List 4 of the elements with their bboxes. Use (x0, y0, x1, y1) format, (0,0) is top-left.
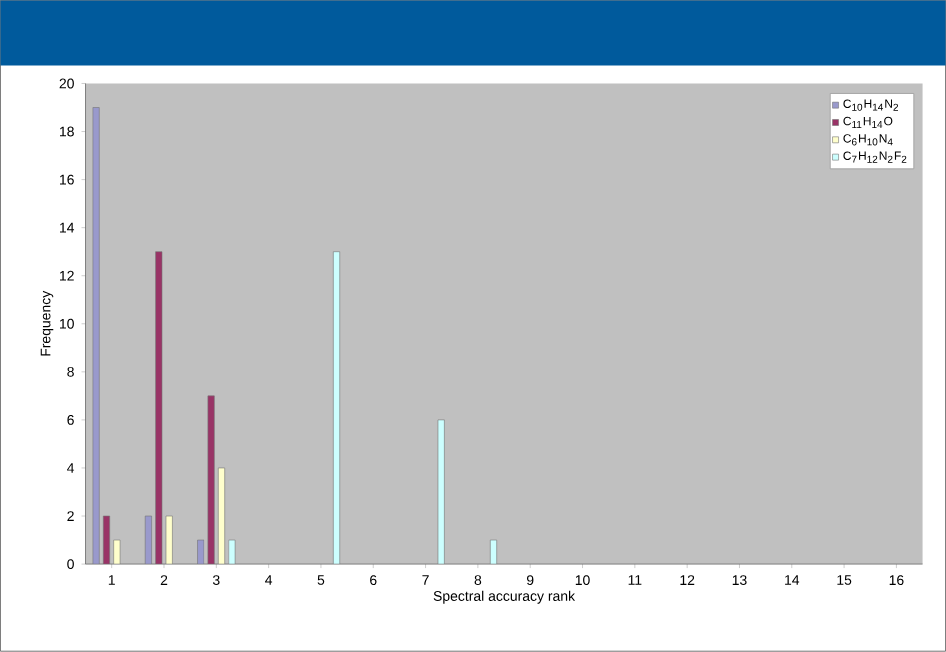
bar (228, 539, 236, 565)
bar (333, 251, 341, 565)
bar (489, 539, 497, 565)
bar (437, 419, 445, 565)
